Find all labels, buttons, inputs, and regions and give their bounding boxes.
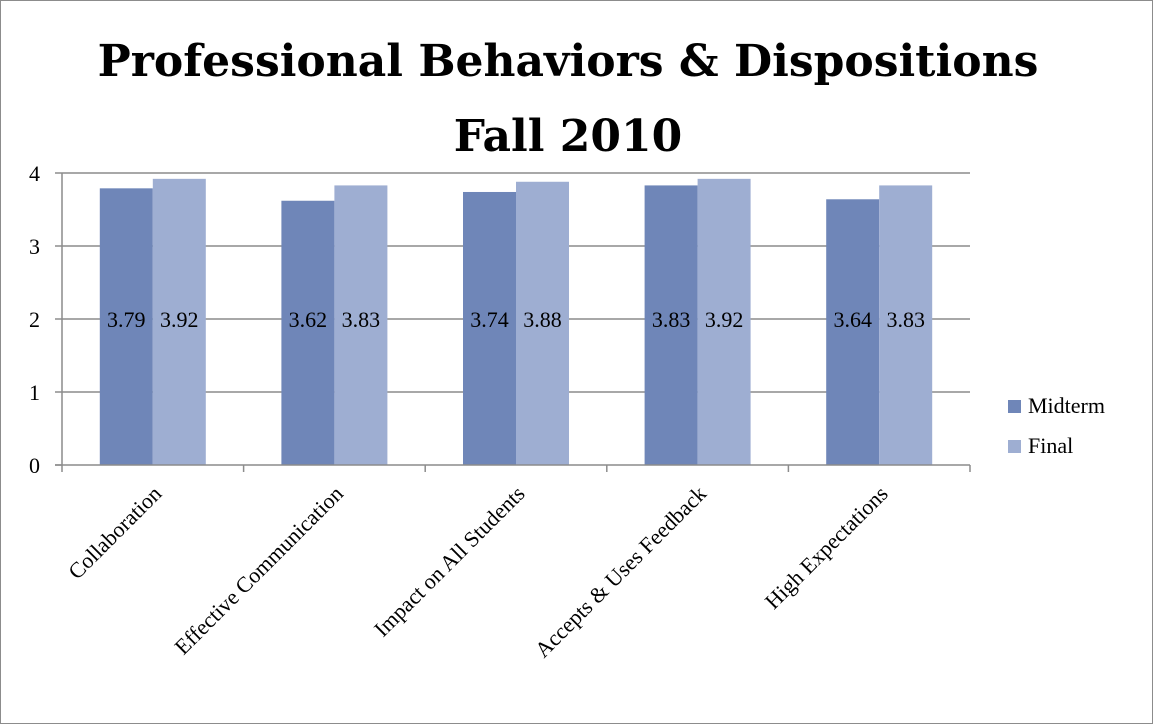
data-label-midterm-5: 3.64 <box>833 307 872 332</box>
bar-midterm-5 <box>826 199 880 465</box>
bar-midterm-3 <box>463 191 516 466</box>
bar-midterm-1 <box>99 188 153 465</box>
category-label-1: Collaboration <box>63 481 166 584</box>
data-label-midterm-4: 3.83 <box>652 307 691 332</box>
chart-title-line-2: Fall 2010 <box>454 111 683 162</box>
bar-final-5 <box>879 185 933 465</box>
y-tick-label-1: 1 <box>29 380 40 405</box>
bar-final-3 <box>516 181 569 465</box>
category-label-2: Effective Communication <box>169 481 348 660</box>
axes <box>55 172 971 472</box>
category-label-4: Accepts & Uses Feedback <box>530 481 711 662</box>
data-label-final-4: 3.92 <box>705 307 744 332</box>
y-tick-labels: 0 1 2 3 4 <box>29 161 40 478</box>
data-label-midterm-3: 3.74 <box>470 307 509 332</box>
category-label-5: High Expectations <box>760 481 893 614</box>
data-label-midterm-2: 3.62 <box>289 307 328 332</box>
legend-label-midterm: Midterm <box>1028 393 1105 418</box>
bar-midterm-2 <box>281 200 335 466</box>
chart-title-line-1: Professional Behaviors & Dispositions <box>98 36 1039 87</box>
bar-final-1 <box>152 178 206 465</box>
chart-title: Professional Behaviors & Dispositions Fa… <box>98 36 1039 162</box>
y-tick-label-4: 4 <box>29 161 40 186</box>
y-tick-label-2: 2 <box>29 307 40 332</box>
y-tick-label-0: 0 <box>29 453 40 478</box>
legend-swatch-final <box>1008 440 1021 453</box>
bar-final-2 <box>334 185 388 465</box>
data-label-final-5: 3.83 <box>886 307 925 332</box>
data-label-final-1: 3.92 <box>160 307 199 332</box>
bar-final-4 <box>697 178 751 465</box>
legend-label-final: Final <box>1028 433 1073 458</box>
data-label-final-2: 3.83 <box>342 307 381 332</box>
category-labels: Collaboration Effective Communication Impa… <box>63 481 893 662</box>
bar-midterm-4 <box>644 185 698 465</box>
legend-swatch-midterm <box>1008 400 1021 413</box>
data-label-midterm-1: 3.79 <box>107 307 146 332</box>
data-labels: 3.79 3.92 3.62 3.83 3.74 3.88 3.83 3.92 3.64 3.83 <box>107 307 925 332</box>
y-tick-label-3: 3 <box>29 234 40 259</box>
legend: Midterm Final <box>1008 393 1105 458</box>
bars <box>99 178 933 466</box>
data-label-final-3: 3.88 <box>523 307 562 332</box>
category-label-3: Impact on All Students <box>369 481 530 642</box>
